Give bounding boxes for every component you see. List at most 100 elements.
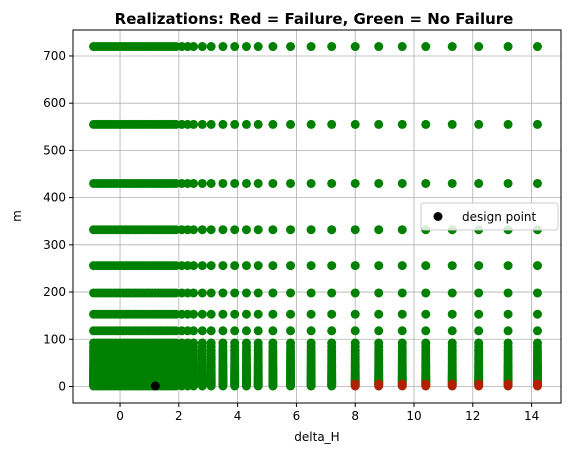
no-failure-point xyxy=(197,119,207,129)
no-failure-point xyxy=(218,326,228,336)
no-failure-point xyxy=(218,119,228,129)
no-failure-point xyxy=(350,309,360,319)
no-failure-point xyxy=(327,288,337,298)
no-failure-point xyxy=(253,326,263,336)
no-failure-point xyxy=(474,261,484,271)
no-failure-point xyxy=(421,42,431,52)
no-failure-point xyxy=(474,119,484,129)
no-failure-point xyxy=(253,381,263,391)
no-failure-point xyxy=(230,288,240,298)
x-tick-label: 12 xyxy=(465,409,480,423)
no-failure-point xyxy=(241,119,251,129)
no-failure-point xyxy=(189,119,199,129)
no-failure-point xyxy=(241,178,251,188)
no-failure-point xyxy=(327,178,337,188)
no-failure-point xyxy=(447,119,457,129)
no-failure-point xyxy=(447,326,457,336)
failure-point xyxy=(374,381,384,391)
no-failure-point xyxy=(374,225,384,235)
no-failure-point xyxy=(397,326,407,336)
no-failure-point xyxy=(218,178,228,188)
no-failure-point xyxy=(206,42,216,52)
no-failure-point xyxy=(206,288,216,298)
no-failure-point xyxy=(268,178,278,188)
no-failure-point xyxy=(286,261,296,271)
no-failure-point xyxy=(374,326,384,336)
no-failure-point xyxy=(327,119,337,129)
no-failure-point xyxy=(374,42,384,52)
no-failure-point xyxy=(230,119,240,129)
no-failure-point xyxy=(253,288,263,298)
no-failure-point xyxy=(327,225,337,235)
no-failure-point xyxy=(532,178,542,188)
no-failure-point xyxy=(421,288,431,298)
no-failure-point xyxy=(350,288,360,298)
failure-point xyxy=(474,381,484,391)
no-failure-point xyxy=(532,309,542,319)
no-failure-point xyxy=(286,119,296,129)
no-failure-point xyxy=(503,119,513,129)
no-failure-point xyxy=(206,309,216,319)
no-failure-point xyxy=(397,42,407,52)
no-failure-point xyxy=(197,225,207,235)
no-failure-point xyxy=(253,119,263,129)
no-failure-point xyxy=(474,42,484,52)
x-tick-label: 10 xyxy=(406,409,421,423)
no-failure-point xyxy=(327,309,337,319)
no-failure-point xyxy=(230,309,240,319)
no-failure-point xyxy=(189,326,199,336)
no-failure-point xyxy=(197,261,207,271)
no-failure-point xyxy=(230,326,240,336)
no-failure-point xyxy=(286,326,296,336)
no-failure-point xyxy=(374,309,384,319)
no-failure-point xyxy=(474,178,484,188)
no-failure-point xyxy=(268,381,278,391)
no-failure-point xyxy=(197,326,207,336)
y-tick-label: 500 xyxy=(43,143,66,157)
no-failure-point xyxy=(532,119,542,129)
no-failure-point xyxy=(374,178,384,188)
no-failure-point xyxy=(241,42,251,52)
no-failure-point xyxy=(397,225,407,235)
failure-point xyxy=(447,381,457,391)
no-failure-point xyxy=(241,326,251,336)
no-failure-point xyxy=(241,381,251,391)
axis-ticks: 0 2 4 6 8 10 12 14 0 100 200 300 400 500 600 700 xyxy=(43,49,539,423)
failure-point xyxy=(532,381,542,391)
no-failure-point xyxy=(447,288,457,298)
no-failure-point xyxy=(268,119,278,129)
no-failure-point xyxy=(374,119,384,129)
no-failure-point xyxy=(350,42,360,52)
no-failure-point xyxy=(532,288,542,298)
x-tick-label: 8 xyxy=(351,409,359,423)
legend: design point xyxy=(420,202,559,231)
no-failure-point xyxy=(327,381,337,391)
legend-label-design-point: design point xyxy=(462,210,537,224)
no-failure-point xyxy=(268,288,278,298)
no-failure-point xyxy=(206,381,216,391)
y-tick-label: 200 xyxy=(43,285,66,299)
x-axis-label: delta_H xyxy=(294,430,339,444)
x-tick-label: 4 xyxy=(234,409,242,423)
no-failure-point xyxy=(253,42,263,52)
no-failure-point xyxy=(306,225,316,235)
no-failure-point xyxy=(241,261,251,271)
y-tick-label: 600 xyxy=(43,96,66,110)
design-point-marker xyxy=(150,381,160,391)
no-failure-point xyxy=(253,178,263,188)
no-failure-point xyxy=(397,119,407,129)
no-failure-point xyxy=(218,42,228,52)
y-tick-label: 0 xyxy=(58,379,66,393)
no-failure-point xyxy=(350,119,360,129)
failure-point xyxy=(503,381,513,391)
no-failure-point xyxy=(241,309,251,319)
no-failure-point xyxy=(268,225,278,235)
no-failure-point xyxy=(268,261,278,271)
no-failure-point xyxy=(230,381,240,391)
no-failure-point xyxy=(206,326,216,336)
no-failure-point xyxy=(374,261,384,271)
no-failure-point xyxy=(447,261,457,271)
y-tick-label: 100 xyxy=(43,332,66,346)
no-failure-point xyxy=(286,225,296,235)
legend-marker-design-point xyxy=(433,212,443,221)
